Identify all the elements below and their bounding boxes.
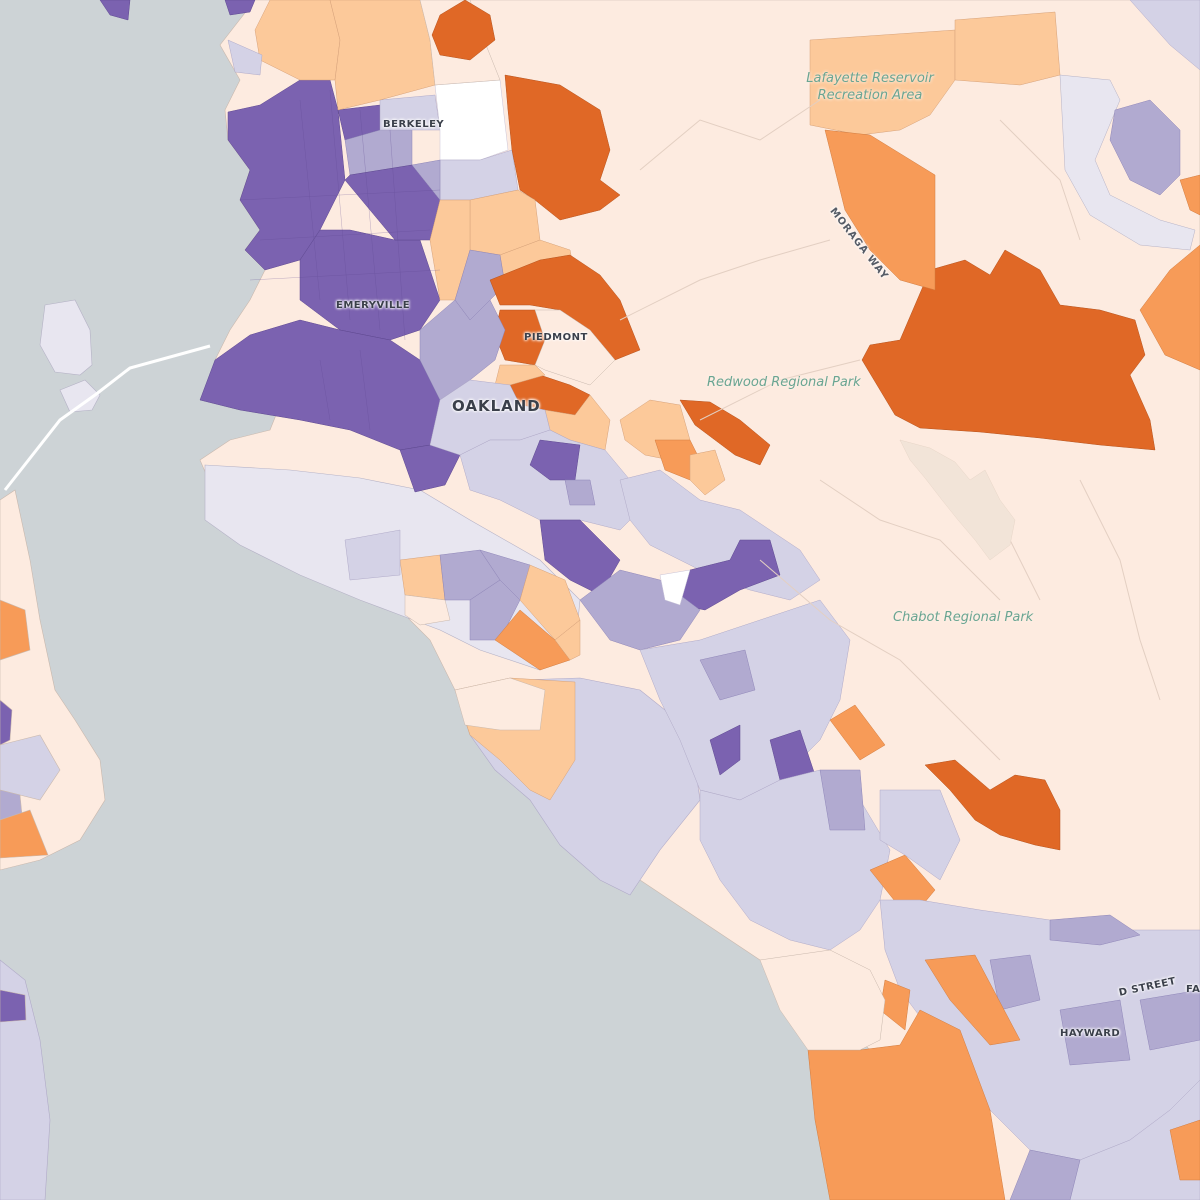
tract — [227, 39, 263, 76]
tract — [99, 0, 131, 21]
tract — [679, 399, 771, 466]
tract — [1179, 174, 1200, 216]
peninsula-tract — [0, 699, 13, 746]
tract — [344, 529, 401, 581]
tract — [819, 769, 866, 831]
tract — [419, 299, 506, 401]
tract — [1009, 1149, 1081, 1200]
tract — [1059, 74, 1196, 251]
tract — [489, 254, 641, 361]
tract — [807, 1009, 1006, 1200]
tract — [989, 954, 1041, 1011]
peninsula-tract — [0, 599, 31, 661]
tract — [494, 364, 546, 386]
bay-bridge — [3, 344, 211, 491]
tract — [879, 789, 961, 881]
tract — [1109, 99, 1181, 196]
tract — [829, 704, 886, 761]
tract — [1129, 0, 1200, 71]
upper-san-leandro-reservoir — [899, 439, 1016, 561]
treasure-island — [39, 299, 93, 376]
tract — [659, 569, 691, 606]
tract — [709, 724, 741, 776]
tract — [411, 159, 441, 201]
tract — [1049, 914, 1141, 946]
tract — [454, 677, 546, 731]
tract — [699, 649, 756, 701]
street-grid — [239, 89, 441, 431]
tract — [534, 309, 616, 386]
tract — [404, 594, 451, 626]
peninsula-tract — [0, 734, 61, 801]
tract — [399, 444, 461, 493]
tract — [344, 129, 413, 176]
tract — [954, 11, 1061, 86]
tract — [1139, 989, 1200, 1051]
tract — [224, 0, 256, 16]
tract — [431, 0, 496, 61]
tract — [504, 74, 621, 221]
tract — [1169, 1119, 1200, 1181]
tract — [759, 949, 886, 1051]
tract — [529, 439, 581, 481]
tract — [1139, 244, 1200, 371]
tract — [924, 954, 1021, 1046]
tract — [564, 479, 596, 506]
peninsula-tract — [0, 809, 49, 859]
tract — [689, 449, 726, 496]
tract — [519, 564, 581, 641]
tract — [399, 554, 446, 601]
tract — [924, 759, 1061, 851]
tract — [861, 249, 1156, 451]
yerba-buena-island — [59, 379, 101, 413]
tract — [554, 619, 581, 661]
tract — [1069, 1079, 1200, 1200]
tract — [434, 79, 509, 161]
tract — [824, 129, 936, 291]
peninsula-tract — [0, 989, 27, 1023]
tract — [379, 94, 441, 131]
tract — [1059, 999, 1131, 1066]
